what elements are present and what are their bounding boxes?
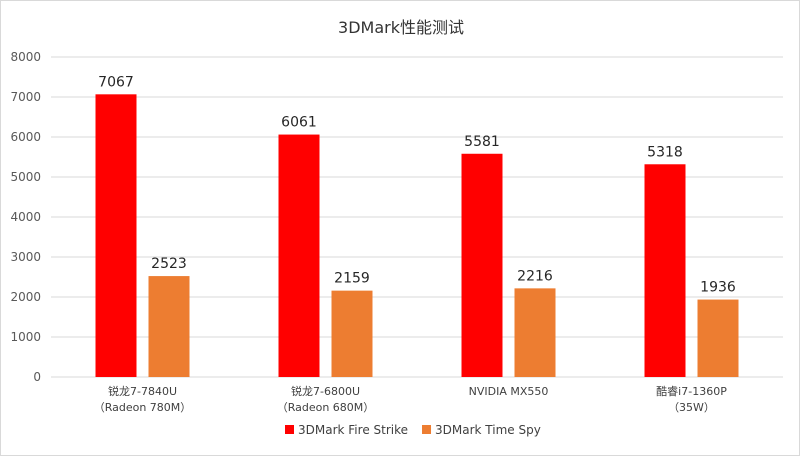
data-label: 6061 bbox=[281, 115, 317, 131]
bars bbox=[95, 94, 739, 377]
y-axis-ticks: 0 1000 2000 3000 4000 5000 6000 7000 8000 bbox=[10, 50, 41, 384]
bar-time-spy bbox=[331, 290, 373, 377]
bar-time-spy bbox=[148, 276, 190, 377]
y-tick-label: 3000 bbox=[10, 250, 41, 264]
x-category-label: （35W） bbox=[668, 401, 715, 414]
y-tick-label: 5000 bbox=[10, 170, 41, 184]
y-tick-label: 6000 bbox=[10, 130, 41, 144]
data-label: 2216 bbox=[517, 268, 553, 284]
y-tick-label: 8000 bbox=[10, 50, 41, 64]
data-labels: 7067 2523 6061 2159 5581 2216 5318 1936 bbox=[98, 74, 736, 295]
bar-fire-strike bbox=[461, 153, 503, 377]
x-category-label: 锐龙7-7840U bbox=[108, 384, 177, 398]
legend-label: 3DMark Fire Strike bbox=[298, 423, 408, 437]
data-label: 2159 bbox=[334, 271, 370, 287]
legend-swatch bbox=[422, 425, 432, 434]
x-category-label: （Radeon 780M） bbox=[94, 401, 192, 414]
y-tick-label: 7000 bbox=[10, 90, 41, 104]
data-label: 5581 bbox=[464, 134, 500, 150]
bar-time-spy bbox=[514, 288, 556, 377]
y-tick-label: 4000 bbox=[10, 210, 41, 224]
x-category-label: 锐龙7-6800U bbox=[291, 384, 360, 398]
data-label: 2523 bbox=[151, 256, 187, 272]
x-axis-categories: 锐龙7-7840U （Radeon 780M） 锐龙7-6800U （Radeon 6… bbox=[94, 384, 727, 414]
y-tick-label: 1000 bbox=[10, 330, 41, 344]
x-category-label: 酷睿i7-1360P bbox=[656, 384, 727, 398]
y-tick-label: 0 bbox=[33, 370, 41, 384]
bar-fire-strike bbox=[95, 94, 137, 377]
data-label: 5318 bbox=[647, 144, 683, 160]
chart-title: 3DMark性能测试 bbox=[338, 18, 464, 37]
y-tick-label: 2000 bbox=[10, 290, 41, 304]
data-label: 7067 bbox=[98, 74, 134, 90]
data-label: 1936 bbox=[700, 280, 736, 296]
bar-fire-strike bbox=[278, 134, 320, 377]
legend: 3DMark Fire Strike 3DMark Time Spy bbox=[285, 423, 541, 437]
bar-time-spy bbox=[697, 299, 739, 377]
x-category-label: （Radeon 680M） bbox=[277, 401, 375, 414]
x-category-label: NVIDIA MX550 bbox=[469, 385, 549, 398]
legend-label: 3DMark Time Spy bbox=[435, 423, 541, 437]
bar-fire-strike bbox=[644, 164, 686, 377]
legend-swatch bbox=[285, 425, 294, 434]
